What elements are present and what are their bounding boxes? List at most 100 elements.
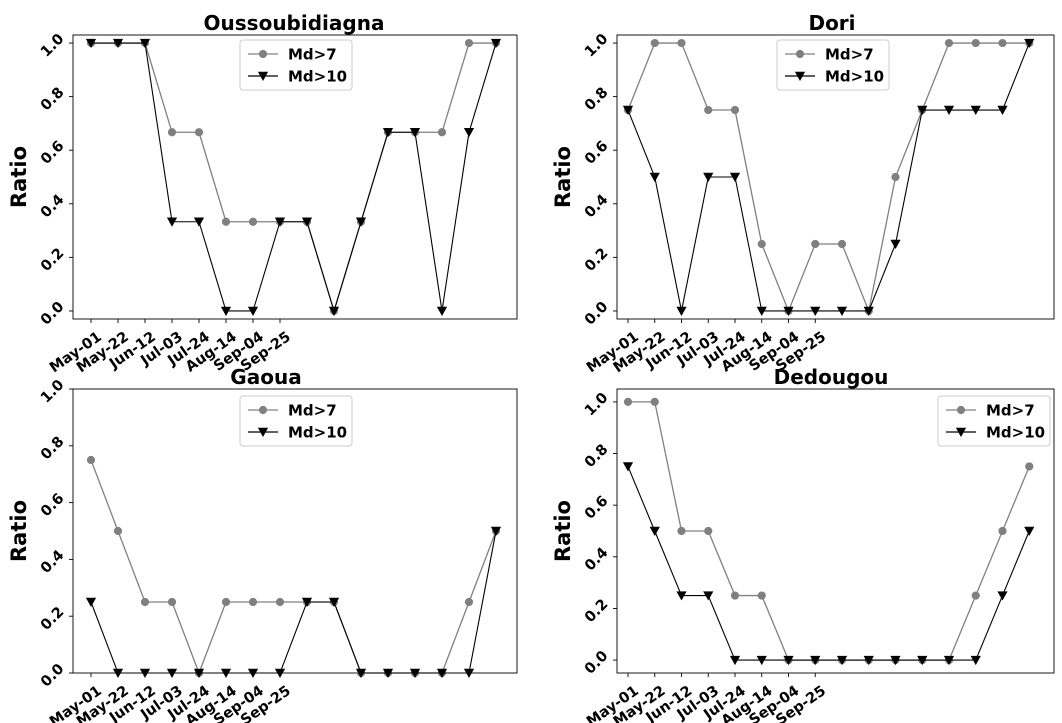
data-point <box>730 591 740 600</box>
legend-marker <box>257 427 269 437</box>
legend-label: Md>10 <box>986 424 1045 442</box>
data-point <box>463 668 475 678</box>
data-point <box>704 105 713 115</box>
data-point <box>810 655 821 666</box>
y-tick-label: 0.0 <box>38 299 67 328</box>
data-point <box>86 455 96 465</box>
y-tick-label: 0.8 <box>38 434 67 463</box>
data-point <box>811 239 820 249</box>
y-tick-label: 0.2 <box>38 245 67 274</box>
y-tick-label: 0.2 <box>582 596 611 625</box>
chart-title: Gaoua <box>230 365 301 389</box>
data-point <box>970 655 981 666</box>
data-point <box>112 668 124 678</box>
data-point <box>490 38 502 49</box>
y-tick-label: 1.0 <box>582 390 611 419</box>
data-point <box>166 217 178 227</box>
y-axis-label: Ratio <box>551 146 575 208</box>
data-point <box>382 128 394 138</box>
data-point <box>890 239 901 249</box>
data-point <box>998 38 1007 48</box>
chart-panel-3: GaouaRatio0.00.20.40.60.81.0May-01May-22… <box>7 365 518 723</box>
data-point <box>248 597 258 607</box>
data-point <box>917 105 928 116</box>
data-point <box>194 128 204 137</box>
data-point <box>166 668 178 678</box>
y-axis-label: Ratio <box>551 500 575 562</box>
chart-panel-4: DedougouRatio0.00.20.40.60.81.0May-01May… <box>551 365 1055 723</box>
legend-label: Md>7 <box>288 402 337 420</box>
data-point <box>193 668 205 678</box>
data-point <box>943 105 955 116</box>
series-md10 <box>85 38 502 316</box>
plot-frame <box>616 34 1055 320</box>
y-axis-label: Ratio <box>7 500 31 562</box>
series-line <box>90 459 497 675</box>
legend-label: Md>7 <box>825 46 874 64</box>
series-md7 <box>86 455 501 678</box>
chart-title: Dori <box>808 11 855 35</box>
plot-frame <box>616 388 1055 674</box>
data-point <box>301 217 313 227</box>
plot-frame <box>72 388 518 674</box>
data-point <box>1025 462 1034 471</box>
data-point <box>490 526 502 536</box>
data-point <box>944 38 954 48</box>
y-tick-label: 1.0 <box>582 31 611 60</box>
series-md10 <box>85 526 502 678</box>
y-tick-label: 0.8 <box>582 442 611 471</box>
data-point <box>757 239 766 249</box>
data-point <box>622 462 634 472</box>
legend-marker <box>794 71 806 81</box>
data-point <box>757 591 766 600</box>
data-point <box>248 217 258 226</box>
data-point <box>997 591 1008 601</box>
legend: Md>7 Md>10 <box>239 395 353 447</box>
data-point <box>677 38 686 48</box>
data-point <box>971 591 980 600</box>
data-point <box>970 105 981 116</box>
data-point <box>836 655 848 666</box>
data-point <box>355 217 367 227</box>
data-point <box>1024 526 1035 536</box>
data-point <box>729 655 741 666</box>
data-point <box>676 591 687 601</box>
y-tick-label: 1.0 <box>38 377 67 406</box>
data-point <box>274 217 286 227</box>
chart-title: Oussoubidiagna <box>204 11 385 35</box>
data-point <box>971 38 980 48</box>
legend-marker <box>795 49 805 59</box>
data-point <box>997 105 1008 116</box>
legend-marker <box>956 405 966 415</box>
data-point <box>409 128 421 138</box>
series-line <box>627 42 1030 312</box>
chart-panel-2: DoriRatio0.00.20.40.60.81.0May-01May-22J… <box>551 11 1055 376</box>
data-point <box>464 38 474 48</box>
y-axis-label: Ratio <box>7 146 31 208</box>
legend-box <box>239 39 353 91</box>
legend-box <box>776 39 890 91</box>
data-point <box>301 597 313 607</box>
data-point <box>140 597 150 607</box>
chart-title: Dedougou <box>774 365 889 389</box>
data-point <box>221 217 231 226</box>
data-point <box>437 128 447 137</box>
data-point <box>649 526 660 536</box>
data-point <box>274 668 286 678</box>
chart-panel-1: OussoubidiagnaRatio0.00.20.40.60.81.0May… <box>7 11 518 376</box>
data-point <box>836 306 848 316</box>
data-point <box>463 128 475 138</box>
legend-label: Md>7 <box>288 46 337 64</box>
legend-marker <box>258 49 268 59</box>
y-tick-label: 0.0 <box>38 661 67 690</box>
data-point <box>677 526 686 536</box>
y-tick-label: 0.8 <box>582 85 611 114</box>
data-point <box>704 526 713 536</box>
data-point <box>328 597 340 607</box>
legend-label: Md>7 <box>986 402 1035 420</box>
data-point <box>113 526 123 536</box>
data-point <box>193 217 205 227</box>
data-point <box>998 526 1007 536</box>
legend-box <box>239 395 353 447</box>
data-point <box>730 105 740 115</box>
